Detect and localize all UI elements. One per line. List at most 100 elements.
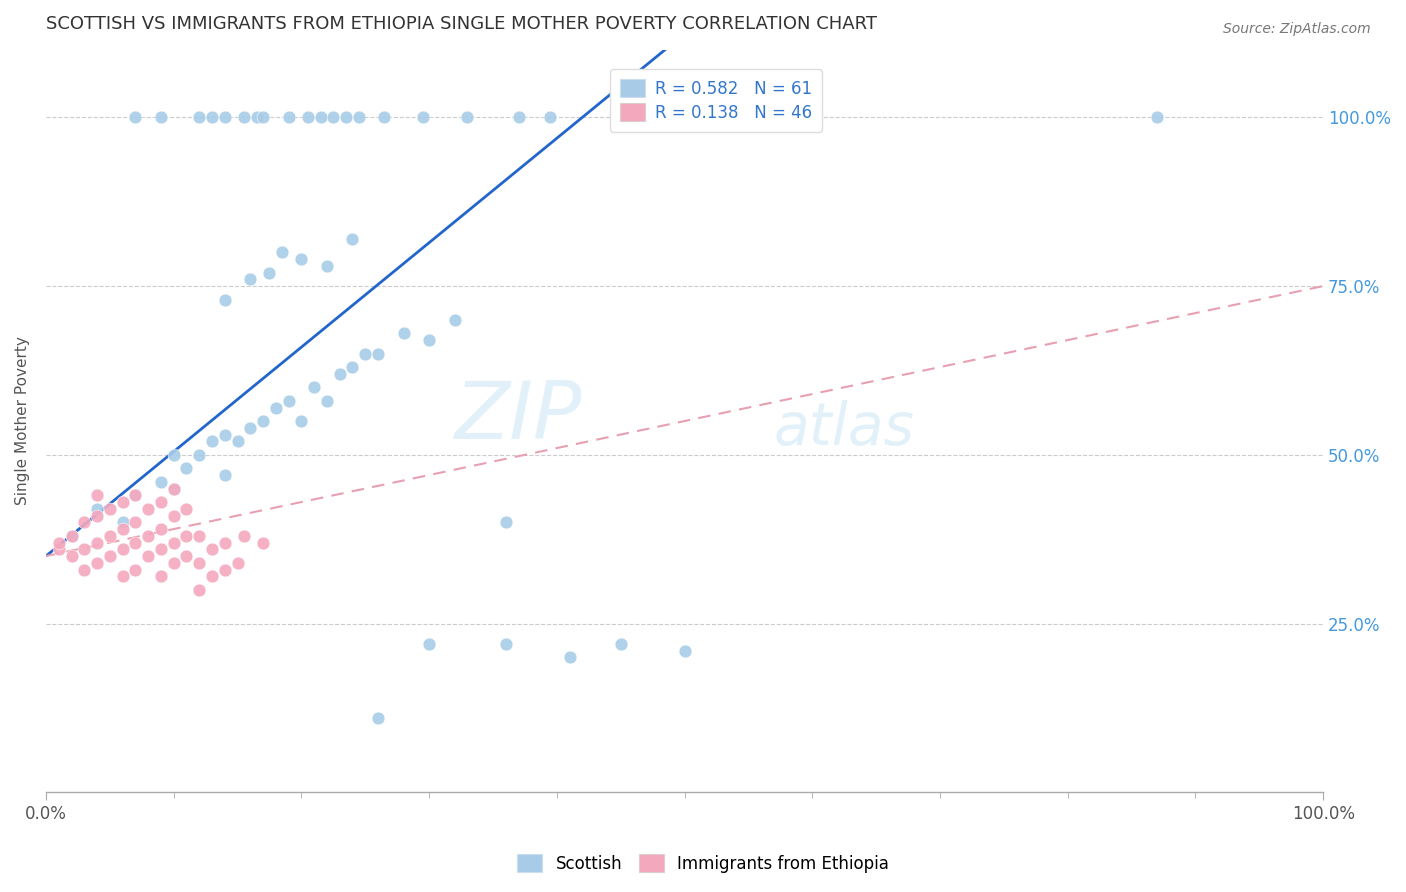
Point [98, 529, 121, 543]
Point [335, 111, 357, 125]
Point [201, 434, 224, 449]
Point [188, 582, 211, 597]
Point [347, 111, 370, 125]
Point [252, 535, 274, 549]
Point [201, 569, 224, 583]
Point [136, 501, 159, 516]
Point [149, 522, 172, 536]
Text: atlas: atlas [773, 400, 915, 457]
Point [252, 111, 274, 125]
Point [60, 529, 83, 543]
Point [673, 643, 696, 657]
Point [540, 111, 562, 125]
Point [277, 111, 299, 125]
Point [264, 401, 287, 415]
Point [176, 501, 198, 516]
Point [201, 111, 224, 125]
Legend: R = 0.582   N = 61, R = 0.138   N = 46: R = 0.582 N = 61, R = 0.138 N = 46 [610, 70, 823, 132]
Point [373, 111, 395, 125]
Point [342, 232, 364, 246]
Point [226, 556, 249, 570]
Point [214, 293, 236, 307]
Point [412, 111, 434, 125]
Point [124, 563, 146, 577]
Point [277, 393, 299, 408]
Point [558, 650, 581, 665]
Point [176, 549, 198, 563]
Point [239, 272, 262, 286]
Point [111, 522, 134, 536]
Point [86, 501, 108, 516]
Point [149, 542, 172, 557]
Point [297, 111, 319, 125]
Point [111, 495, 134, 509]
Point [163, 482, 186, 496]
Point [163, 556, 186, 570]
Point [111, 542, 134, 557]
Point [418, 637, 440, 651]
Point [271, 245, 294, 260]
Point [1146, 111, 1168, 125]
Point [354, 346, 377, 360]
Point [309, 111, 332, 125]
Point [226, 434, 249, 449]
Point [73, 542, 96, 557]
Point [73, 563, 96, 577]
Point [163, 508, 186, 523]
Point [239, 421, 262, 435]
Point [201, 542, 224, 557]
Point [163, 448, 186, 462]
Point [188, 556, 211, 570]
Point [322, 111, 344, 125]
Point [60, 549, 83, 563]
Point [149, 569, 172, 583]
Point [60, 529, 83, 543]
Text: Source: ZipAtlas.com: Source: ZipAtlas.com [1223, 22, 1371, 37]
Point [188, 448, 211, 462]
Point [443, 313, 465, 327]
Point [214, 111, 236, 125]
Point [111, 569, 134, 583]
Point [124, 111, 146, 125]
Point [508, 111, 530, 125]
Point [111, 516, 134, 530]
Point [86, 535, 108, 549]
Point [163, 482, 186, 496]
Point [214, 535, 236, 549]
Point [290, 252, 312, 266]
Point [48, 535, 70, 549]
Point [48, 542, 70, 557]
Point [86, 508, 108, 523]
Point [176, 529, 198, 543]
Point [367, 711, 389, 725]
Point [456, 111, 478, 125]
Point [86, 556, 108, 570]
Point [124, 516, 146, 530]
Y-axis label: Single Mother Poverty: Single Mother Poverty [15, 336, 30, 506]
Point [367, 346, 389, 360]
Point [316, 393, 339, 408]
Legend: Scottish, Immigrants from Ethiopia: Scottish, Immigrants from Ethiopia [510, 847, 896, 880]
Point [73, 516, 96, 530]
Point [136, 549, 159, 563]
Point [124, 535, 146, 549]
Point [232, 529, 254, 543]
Point [163, 535, 186, 549]
Point [495, 637, 517, 651]
Point [232, 111, 254, 125]
Point [149, 495, 172, 509]
Point [124, 488, 146, 502]
Point [252, 414, 274, 428]
Point [86, 488, 108, 502]
Point [188, 111, 211, 125]
Point [246, 111, 269, 125]
Point [316, 259, 339, 273]
Point [136, 529, 159, 543]
Point [609, 637, 631, 651]
Text: SCOTTISH VS IMMIGRANTS FROM ETHIOPIA SINGLE MOTHER POVERTY CORRELATION CHART: SCOTTISH VS IMMIGRANTS FROM ETHIOPIA SIN… [46, 15, 877, 33]
Point [495, 516, 517, 530]
Point [329, 367, 352, 381]
Point [290, 414, 312, 428]
Point [392, 326, 415, 341]
Text: ZIP: ZIP [456, 378, 582, 457]
